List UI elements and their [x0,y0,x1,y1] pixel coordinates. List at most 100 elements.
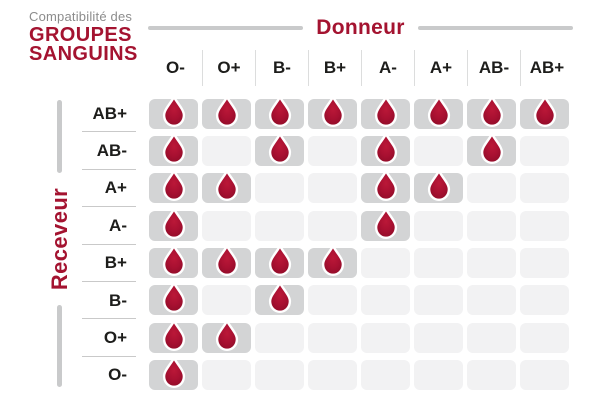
receiver-labels: AB+ AB- A+ A- B+ B- O+ O- [60,95,136,394]
receiver-rule-top [57,100,62,173]
matrix-cell [414,282,467,319]
compatible-cell [202,95,251,129]
matrix-cell [414,319,467,356]
matrix-cell [202,319,255,356]
incompatible-cell [414,135,463,166]
incompatible-cell [255,360,304,391]
matrix-cell [467,319,520,356]
chart-title-line1: GROUPES [29,24,132,46]
matrix-cell [255,132,308,169]
matrix-cell [414,170,467,207]
matrix-cell [414,132,467,169]
donor-rule-right [417,26,573,30]
matrix-cell [467,282,520,319]
matrix-cell [202,207,255,244]
compatible-cell [255,132,304,166]
compatible-cell [149,357,198,391]
donor-column-header: AB+ [520,50,573,86]
matrix-cell [255,357,308,394]
incompatible-cell [308,360,357,391]
matrix-cell [467,170,520,207]
matrix-cell [255,207,308,244]
incompatible-cell [308,322,357,353]
receiver-rule-bottom [57,305,62,387]
blood-drop-icon [215,244,238,277]
receiver-row-header: A+ [60,170,136,208]
blood-drop-icon [162,244,185,277]
chart-title: Compatibilité des GROUPES SANGUINS [29,9,138,64]
compatible-cell [255,244,304,279]
compatible-cell [308,95,357,129]
matrix-cell [308,244,361,282]
incompatible-cell [520,173,569,204]
incompatible-cell [255,210,304,241]
matrix-cell [255,319,308,356]
chart-title-line2: SANGUINS [29,43,138,65]
blood-drop-icon [427,95,450,127]
donor-column-header: AB- [467,50,520,86]
blood-drop-icon [321,244,344,277]
matrix-cell [149,132,202,169]
blood-drop-icon [427,170,450,202]
blood-drop-icon [268,132,291,164]
receiver-row-header: AB- [60,132,136,171]
compatible-cell [361,207,410,241]
compatible-cell [149,132,198,166]
incompatible-cell [467,285,516,316]
incompatible-cell [467,322,516,353]
compatible-cell [255,95,304,129]
incompatible-cell [520,285,569,316]
donor-column-header: A+ [414,50,467,86]
compatible-cell [149,319,198,353]
compatible-cell [414,95,463,129]
matrix-cell [414,207,467,244]
incompatible-cell [308,285,357,316]
matrix-cell [520,319,573,356]
matrix-cell [361,207,414,244]
matrix-cell [202,357,255,394]
receiver-row-header: A- [60,207,136,245]
incompatible-cell [255,322,304,353]
incompatible-cell [467,210,516,241]
matrix-cell [202,244,255,282]
matrix-cell [308,170,361,207]
incompatible-cell [520,322,569,353]
blood-drop-icon [374,170,397,202]
matrix-cell [520,245,573,282]
matrix-cell [255,95,308,132]
matrix-cell [414,95,467,132]
blood-drop-icon [162,282,185,314]
receiver-row-header: B+ [60,245,136,283]
matrix-cell [149,170,202,207]
blood-drop-icon [162,357,185,389]
compatible-cell [414,170,463,204]
matrix-cell [467,245,520,282]
compatible-cell [467,95,516,129]
compatible-cell [361,132,410,166]
blood-drop-icon [374,95,397,127]
blood-drop-icon [480,95,503,127]
chart-title-prefix: Compatibilité des [29,9,133,24]
receiver-row-header: O+ [60,319,136,358]
matrix-cell [361,282,414,319]
matrix-cell [308,357,361,394]
incompatible-cell [520,135,569,166]
incompatible-cell [520,248,569,279]
matrix-cell [308,207,361,244]
matrix-cell [202,282,255,319]
matrix-cell [308,95,361,132]
donor-column-header: A- [361,50,414,86]
matrix-cell [202,170,255,207]
incompatible-cell [361,248,410,279]
incompatible-cell [255,173,304,204]
compatible-cell [361,170,410,204]
incompatible-cell [520,360,569,391]
matrix-cell [202,95,255,132]
matrix-cell [520,357,573,394]
donor-columns: O- O+ B- B+ A- A+ AB- AB+ [149,50,573,86]
matrix-cell [308,319,361,356]
blood-drop-icon [162,319,185,351]
incompatible-cell [414,210,463,241]
incompatible-cell [308,135,357,166]
